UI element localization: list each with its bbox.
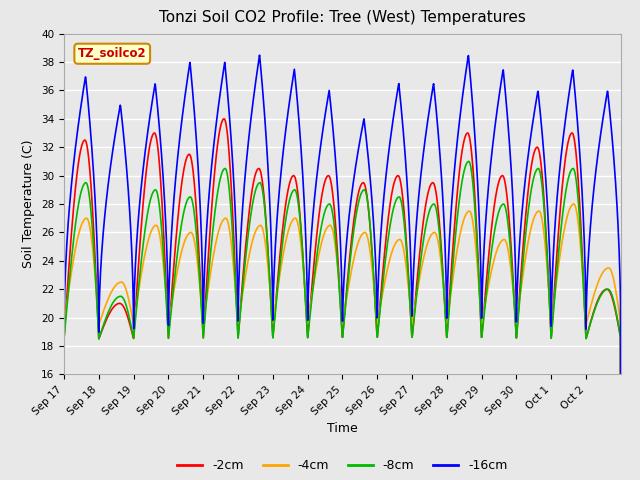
-8cm [601, 288, 609, 293]
-16cm [601, 103, 609, 109]
-8cm [601, 288, 609, 293]
-16cm [88, 154, 96, 159]
Line: -8cm: -8cm [64, 161, 621, 480]
-2cm [316, 203, 324, 209]
X-axis label: Time: Time [327, 422, 358, 435]
-16cm [331, 150, 339, 156]
-4cm [88, 244, 96, 250]
-4cm [331, 239, 339, 245]
Line: -4cm: -4cm [64, 204, 621, 480]
Legend: -2cm, -4cm, -8cm, -16cm: -2cm, -4cm, -8cm, -16cm [172, 454, 513, 477]
-2cm [88, 205, 96, 211]
Line: -2cm: -2cm [64, 119, 621, 480]
Line: -16cm: -16cm [64, 55, 621, 480]
-16cm [256, 52, 264, 58]
-8cm [316, 231, 324, 237]
-16cm [316, 146, 324, 152]
-2cm [601, 287, 609, 293]
-4cm [601, 267, 609, 273]
-2cm [331, 215, 339, 221]
-8cm [60, 336, 68, 342]
Text: TZ_soilco2: TZ_soilco2 [78, 47, 147, 60]
-4cm [316, 247, 324, 252]
-8cm [499, 201, 506, 207]
-16cm [601, 105, 609, 111]
-16cm [499, 69, 506, 75]
-4cm [570, 201, 577, 207]
-8cm [331, 228, 339, 233]
-4cm [60, 322, 68, 327]
-4cm [601, 267, 609, 273]
-8cm [465, 158, 472, 164]
-2cm [499, 173, 506, 179]
-2cm [220, 116, 228, 122]
-2cm [60, 336, 68, 342]
Y-axis label: Soil Temperature (C): Soil Temperature (C) [22, 140, 35, 268]
-16cm [60, 336, 68, 342]
Title: Tonzi Soil CO2 Profile: Tree (West) Temperatures: Tonzi Soil CO2 Profile: Tree (West) Temp… [159, 11, 526, 25]
-4cm [499, 237, 506, 243]
-8cm [88, 226, 96, 232]
-2cm [601, 287, 609, 293]
